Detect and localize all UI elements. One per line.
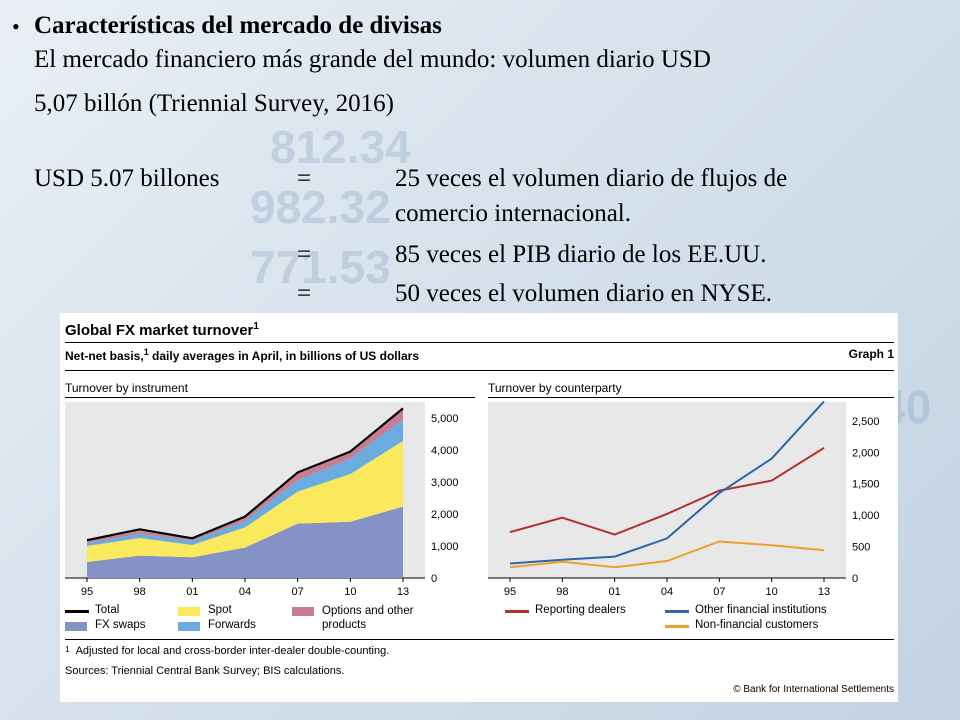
equation-lhs: USD 5.07 billones: [34, 165, 220, 192]
equation-row-1: 25 veces el volumen diario de flujos de: [395, 165, 788, 192]
legend-fx-swaps: FX swaps: [65, 619, 146, 631]
x-tick-label: 10: [344, 586, 356, 598]
footnote: 1 Adjusted for local and cross-border in…: [65, 645, 390, 657]
legend-swatch: [292, 607, 314, 616]
x-tick-label: 01: [186, 586, 198, 598]
panel-title-instrument: Turnover by instrument: [65, 381, 188, 395]
chart-figure: Global FX market turnover1 Net-net basis…: [60, 313, 898, 702]
legend-swatch: [665, 625, 689, 628]
y-tick-label: 4,000: [431, 445, 459, 457]
legend-swatch: [665, 610, 689, 613]
y-tick-label: 0: [431, 573, 437, 585]
x-tick-label: 13: [818, 586, 830, 598]
y-tick-label: 2,000: [431, 509, 459, 521]
legend-spot: Spot: [178, 604, 232, 616]
y-tick-label: 3,000: [431, 477, 459, 489]
panel-rule-right: [488, 397, 894, 398]
y-tick-label: 1,500: [852, 479, 880, 491]
body-line-1: El mercado financiero más grande del mun…: [34, 46, 711, 73]
y-tick-label: 2,500: [852, 416, 880, 428]
y-tick-label: 1,000: [431, 541, 459, 553]
series-line-reporting-dealers: [509, 447, 825, 536]
equation-row-1-cont: comercio internacional.: [395, 200, 631, 227]
x-tick-label: 95: [81, 586, 93, 598]
background-decoration: 982.32: [250, 181, 391, 233]
legend-swatch: [65, 610, 89, 613]
x-tick-label: 98: [556, 586, 568, 598]
figure-title-footnote-mark: 1: [253, 321, 259, 332]
legend-forwards: Forwards: [178, 619, 256, 631]
subtitle-rule: [65, 370, 894, 371]
sources: Sources: Triennial Central Bank Survey; …: [65, 665, 345, 677]
series-line-total: [86, 407, 404, 542]
x-tick-label: 98: [134, 586, 146, 598]
graph-number: Graph 1: [848, 347, 894, 361]
x-tick-label: 04: [661, 586, 673, 598]
y-tick-label: 0: [852, 573, 858, 585]
x-tick-label: 04: [239, 586, 251, 598]
equals-sign: =: [297, 280, 312, 307]
legend-swatch: [178, 622, 200, 631]
x-tick-label: 01: [609, 586, 621, 598]
subtitle-footnote-mark: 1: [143, 347, 149, 357]
legend-other-financial: Other financial institutions: [665, 604, 827, 616]
legend-swatch: [505, 610, 529, 613]
x-tick-label: 13: [397, 586, 409, 598]
legend-non-financial: Non-financial customers: [665, 619, 818, 631]
x-tick-label: 07: [713, 586, 725, 598]
background-decoration: 812.34: [270, 121, 411, 173]
legend-rule: [65, 639, 894, 640]
bullet-marker: •: [12, 14, 20, 39]
legend-reporting-dealers: Reporting dealers: [505, 604, 626, 616]
equals-sign: =: [297, 165, 312, 192]
legend-total: Total: [65, 604, 119, 616]
plot-area: [488, 402, 846, 578]
legend-swatch: [65, 622, 87, 631]
area-series-spot: [87, 441, 403, 562]
body-line-2: 5,07 billón (Triennial Survey, 2016): [34, 90, 394, 117]
y-tick-label: 1,000: [852, 510, 880, 522]
background-decoration: 771.53: [250, 241, 391, 293]
title-rule: [65, 342, 894, 343]
x-tick-label: 10: [766, 586, 778, 598]
series-line-non-financial-customers: [509, 540, 825, 569]
equation-row-3: 50 veces el volumen diario en NYSE.: [395, 280, 772, 307]
x-tick-label: 95: [504, 586, 516, 598]
panel-rule-left: [65, 397, 475, 398]
y-tick-label: 5,000: [431, 413, 459, 425]
x-tick-label: 07: [292, 586, 304, 598]
y-tick-label: 500: [852, 542, 870, 554]
figure-subtitle: Net-net basis,1 daily averages in April,…: [65, 347, 419, 363]
panel-title-counterparty: Turnover by counterparty: [488, 381, 622, 395]
equation-row-2: 85 veces el PIB diario de los EE.UU.: [395, 241, 767, 268]
equals-sign: =: [297, 241, 312, 268]
y-tick-label: 2,000: [852, 447, 880, 459]
series-line-other-financial-institutions: [509, 400, 825, 565]
slide-title: Características del mercado de divisas: [34, 12, 442, 39]
slide-text: • Características del mercado de divisas…: [0, 0, 960, 315]
chart-instrument: 95 98 01 04 07 10 13 0 1,000 2,000 3,000 4,000 5,000: [65, 402, 459, 598]
chart-counterparty: 95 98 01 04 07 10 13 0 500 1,000 1,500 2,000 2,500: [488, 400, 880, 598]
legend-swatch: [178, 607, 200, 616]
legend-options: Options and other products: [292, 604, 432, 632]
copyright: © Bank for International Settlements: [733, 684, 894, 695]
area-series-fx-swaps: [87, 506, 403, 578]
figure-title: Global FX market turnover1: [65, 321, 259, 339]
